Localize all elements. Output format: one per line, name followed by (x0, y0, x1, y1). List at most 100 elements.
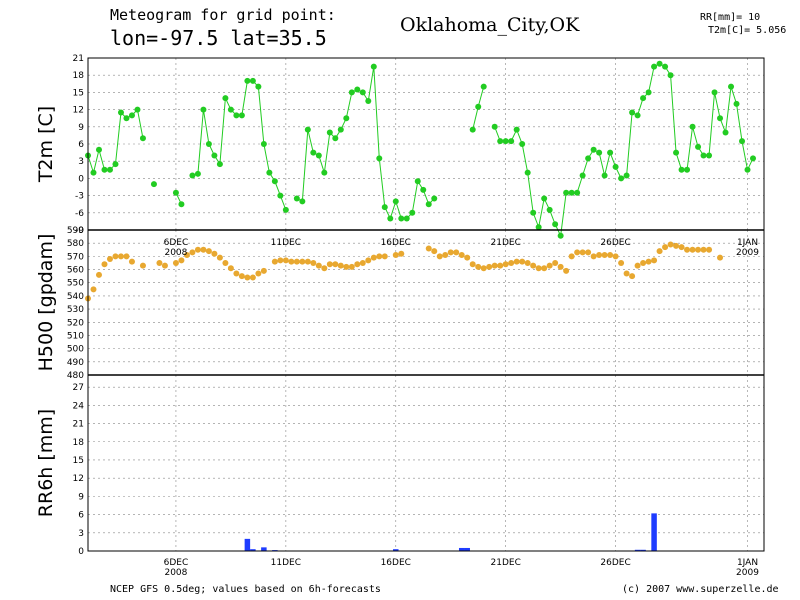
h500-point (128, 258, 135, 265)
rr6h-ytick-label: 15 (73, 456, 84, 466)
h500-point (546, 262, 553, 269)
h500-ytick-label: 520 (67, 318, 84, 328)
t2m-point (200, 106, 207, 113)
xtick-label-bottom: 11DEC (271, 558, 301, 568)
h500-axis-label: H500 [gpdam] (35, 234, 57, 372)
h500-point (376, 253, 383, 260)
h500-point (260, 267, 267, 274)
h500-ytick-label: 580 (67, 239, 84, 249)
t2m-point (678, 166, 685, 173)
t2m-point (601, 172, 608, 179)
t2m-point (106, 166, 113, 173)
t2m-point (420, 186, 427, 193)
t2m-point (711, 89, 718, 96)
rr6h-ytick-label: 6 (78, 511, 84, 521)
rr6h-bar (464, 547, 470, 551)
t2m-point (563, 189, 570, 196)
t2m-point (524, 169, 531, 176)
t2m-axis-label: T2m [C] (35, 106, 57, 183)
t2m-point (211, 152, 218, 159)
t2m-point (172, 189, 179, 196)
h500-point (200, 246, 207, 253)
t2m-point (293, 195, 300, 202)
t2m-point (139, 135, 146, 142)
rr6h-bar (651, 513, 657, 551)
h500-point (689, 246, 696, 253)
h500-point (431, 248, 438, 255)
t2m-point (326, 129, 333, 136)
xtick-label-bottom: 26DEC (600, 558, 630, 568)
h500-point (535, 265, 542, 272)
t2m-point (497, 138, 504, 145)
h500-point (189, 249, 196, 256)
h500-point (139, 262, 146, 269)
t2m-point (370, 63, 377, 70)
h500-point (172, 259, 179, 266)
t2m-point (282, 206, 289, 213)
h500-point (194, 246, 201, 253)
t2m-ytick-label: -6 (75, 209, 84, 219)
h500-point (519, 258, 526, 265)
h500-point (156, 259, 163, 266)
t2m-point (717, 115, 724, 122)
xtick-label-top: 16DEC (381, 238, 411, 248)
h500-point (233, 270, 240, 277)
t2m-point (409, 209, 416, 216)
h500-point (623, 270, 630, 277)
t2m-ytick-label: 18 (73, 71, 85, 81)
h500-point (651, 257, 658, 264)
t2m-point (123, 115, 130, 122)
h500-point (425, 245, 432, 252)
h500-point (700, 246, 707, 253)
t2m-point (706, 152, 713, 159)
h500-point (684, 246, 691, 253)
t2m-point (414, 178, 421, 185)
t2m-point (425, 201, 432, 208)
h500-point (282, 257, 289, 264)
h500-point (557, 263, 564, 270)
h500-point (321, 265, 328, 272)
h500-point (392, 252, 399, 259)
t2m-ytick-label: 12 (73, 106, 84, 116)
t2m-point (178, 201, 185, 208)
t2m-point (354, 86, 361, 93)
h500-point (277, 257, 284, 264)
xtick-label-top: 6DEC (164, 238, 189, 248)
chart-title-line2: lon=-97.5 lat=35.5 (110, 26, 327, 50)
t2m-point (260, 141, 267, 147)
t2m-ytick-label: 21 (73, 54, 84, 64)
t2m-point (392, 198, 399, 205)
t2m-point (266, 169, 273, 176)
h500-point (288, 258, 295, 265)
h500-ytick-label: 590 (67, 226, 84, 236)
h500-point (183, 252, 190, 259)
t2m-point (403, 215, 410, 222)
h500-ytick-label: 500 (67, 345, 84, 355)
h500-point (205, 248, 212, 255)
t2m-point (469, 126, 476, 133)
h500-point (590, 253, 597, 260)
h500-point (629, 273, 636, 280)
t2m-point (304, 126, 311, 133)
h500-point (398, 250, 405, 257)
t2m-point (332, 135, 339, 142)
t2m-point (684, 166, 691, 173)
h500-panel-frame (87, 229, 765, 376)
h500-point (513, 258, 520, 265)
h500-point (585, 249, 592, 256)
rr6h-bar (640, 549, 646, 551)
t2m-point (508, 138, 515, 145)
t2m-point (651, 63, 658, 70)
t2m-point (546, 206, 553, 213)
h500-point (464, 254, 471, 261)
t2m-point (310, 149, 317, 156)
t2m-ytick-label: 0 (78, 174, 84, 184)
rr6h-ytick-label: 27 (73, 383, 84, 393)
t2m-point (222, 95, 229, 102)
h500-point (348, 263, 355, 270)
t2m-point (535, 224, 542, 231)
xtick-year-top: 2008 (164, 248, 187, 258)
h500-point (359, 259, 366, 266)
h500-point (524, 259, 531, 266)
footer-source: NCEP GFS 0.5deg; values based on 6h-fore… (110, 584, 381, 595)
